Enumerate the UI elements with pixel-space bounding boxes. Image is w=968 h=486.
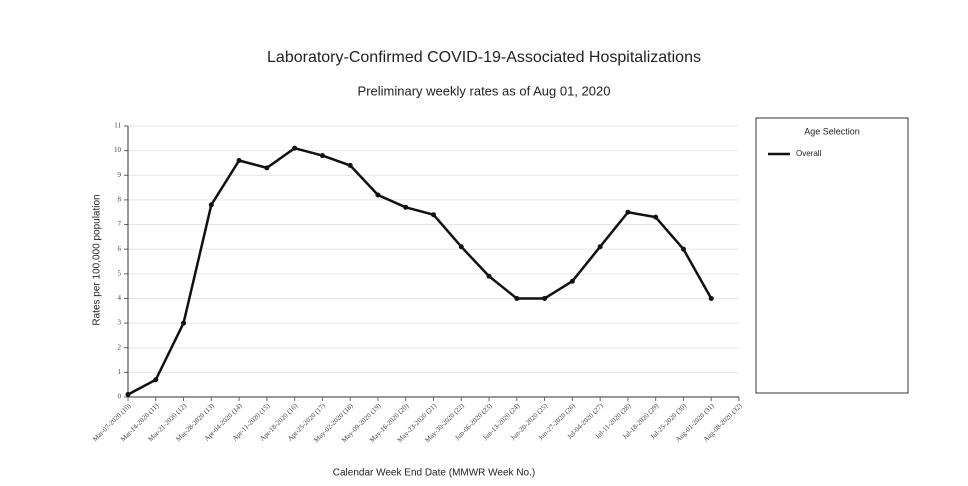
data-point bbox=[181, 320, 187, 326]
data-point bbox=[403, 204, 409, 210]
legend-title: Age Selection bbox=[804, 126, 860, 136]
y-tick-label: 11 bbox=[114, 122, 121, 130]
data-point bbox=[486, 273, 492, 279]
data-point bbox=[236, 157, 242, 163]
y-tick-label: 4 bbox=[118, 294, 122, 302]
x-axis-label: Calendar Week End Date (MMWR Week No.) bbox=[333, 468, 535, 479]
data-point bbox=[292, 145, 298, 151]
data-point bbox=[431, 212, 436, 218]
data-point bbox=[569, 278, 575, 284]
y-axis-label: Rates per 100,000 population bbox=[92, 194, 103, 325]
data-point bbox=[264, 165, 270, 171]
data-point bbox=[708, 295, 714, 301]
data-point bbox=[208, 202, 214, 208]
y-tick-label: 9 bbox=[118, 171, 122, 179]
data-point bbox=[319, 153, 325, 159]
y-tick-label: 8 bbox=[118, 196, 122, 204]
y-tick-label: 6 bbox=[118, 245, 122, 253]
data-point bbox=[653, 214, 659, 220]
data-point bbox=[375, 192, 381, 198]
data-point bbox=[514, 295, 520, 301]
data-point bbox=[542, 295, 548, 301]
data-point bbox=[125, 392, 131, 398]
series-line bbox=[127, 146, 713, 396]
y-tick-label: 10 bbox=[114, 146, 122, 154]
data-point bbox=[597, 244, 603, 250]
data-point bbox=[625, 209, 631, 215]
data-point bbox=[347, 162, 353, 168]
chart-subtitle: Preliminary weekly rates as of Aug 01, 2… bbox=[358, 83, 611, 98]
legend-label: Overall bbox=[796, 149, 822, 158]
y-tick-label: 3 bbox=[118, 319, 122, 327]
y-tick-label: 7 bbox=[118, 220, 122, 228]
y-tick-label: 0 bbox=[118, 393, 122, 401]
data-point bbox=[458, 244, 464, 250]
chart-title: Laboratory-Confirmed COVID-19-Associated… bbox=[267, 49, 701, 66]
y-tick-label: 2 bbox=[118, 343, 122, 351]
data-point bbox=[680, 246, 686, 252]
data-point bbox=[153, 377, 159, 383]
legend-box bbox=[755, 117, 909, 394]
y-tick-label: 5 bbox=[118, 269, 122, 277]
y-tick-label: 1 bbox=[118, 368, 122, 376]
